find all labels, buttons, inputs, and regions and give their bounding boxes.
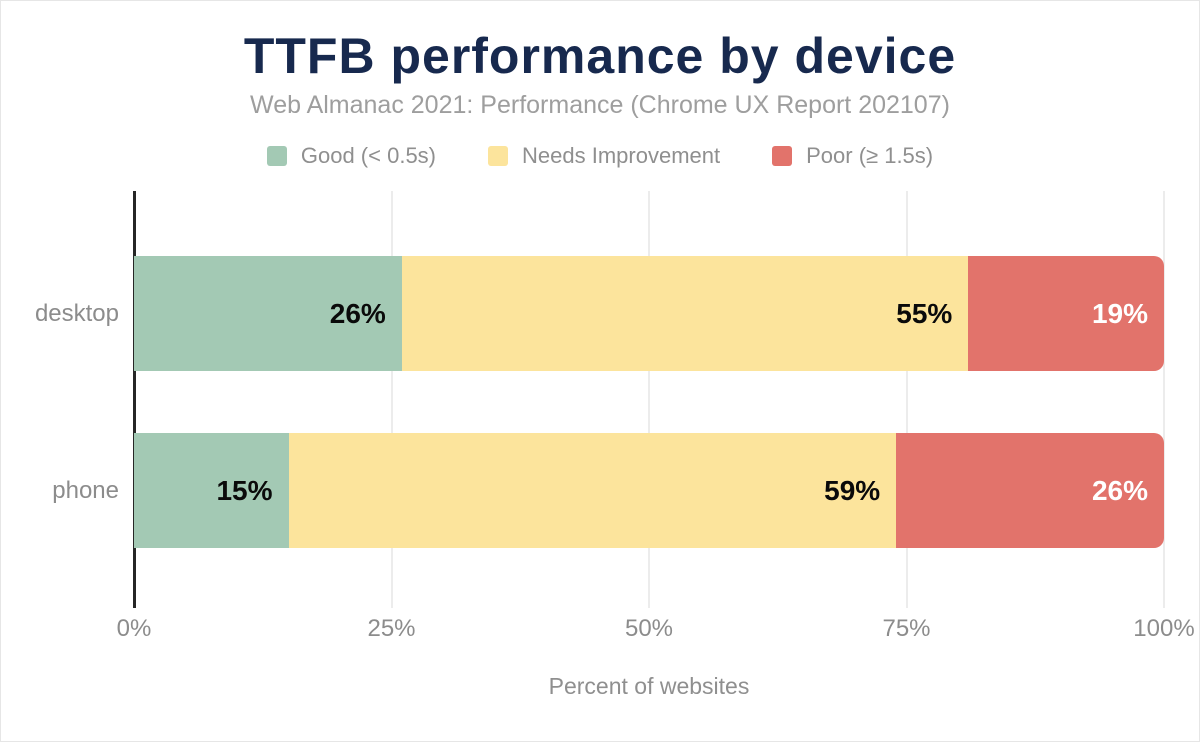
bar-value-label: 59% — [824, 474, 881, 506]
bar-desktop: 26% 55% 19% — [134, 256, 1164, 371]
bar-segment-desktop-1: 55% — [401, 256, 969, 371]
y-axis-line — [133, 191, 136, 608]
legend-swatch-needs-improvement — [488, 146, 509, 166]
x-tick-25pct: 25% — [367, 615, 416, 642]
legend: Good (< 0.5s) Needs Improvement Poor (≥ … — [1, 143, 1199, 169]
x-tick-0pct: 0% — [116, 615, 152, 642]
gridline-100 — [1163, 191, 1165, 608]
plot-area: 26% 55% 19% 15% 59% 26% — [133, 191, 1165, 608]
bar-phone: 15% 59% 26% — [134, 433, 1164, 548]
chart-subtitle: Web Almanac 2021: Performance (Chrome UX… — [250, 91, 950, 119]
legend-label-needs-improvement: Needs Improvement — [522, 143, 721, 168]
legend-item-poor: Poor (≥ 1.5s) — [772, 143, 933, 169]
category-label-desktop: desktop — [34, 299, 119, 327]
bar-value-label: 55% — [896, 297, 953, 329]
bar-segment-phone-0: 15% — [134, 433, 289, 548]
bar-segment-desktop-2: 19% — [968, 256, 1164, 371]
legend-swatch-poor — [772, 146, 793, 166]
bar-value-label: 15% — [216, 474, 273, 506]
x-tick-75pct: 75% — [882, 615, 931, 642]
legend-label-poor: Poor (≥ 1.5s) — [806, 143, 934, 168]
chart-title: TTFB performance by device — [243, 28, 957, 84]
legend-swatch-good — [266, 146, 287, 166]
gridline-50 — [648, 191, 650, 608]
category-label-phone: phone — [52, 476, 119, 504]
legend-item-needs-improvement: Needs Improvement — [488, 143, 720, 169]
x-tick-50pct: 50% — [624, 615, 674, 642]
bar-segment-phone-2: 26% — [896, 433, 1164, 548]
x-axis-title: Percent of websites — [548, 673, 750, 699]
bar-segment-desktop-0: 26% — [134, 256, 402, 371]
legend-item-good: Good (< 0.5s) — [266, 143, 437, 169]
bar-segment-phone-1: 59% — [288, 433, 897, 548]
bar-value-label: 19% — [1091, 297, 1148, 329]
legend-label-good: Good (< 0.5s) — [300, 143, 437, 168]
bar-value-label: 26% — [1091, 474, 1148, 506]
gridline-25 — [390, 191, 393, 608]
gridline-75 — [905, 191, 908, 608]
bar-value-label: 26% — [329, 297, 386, 329]
x-tick-100pct: 100% — [1133, 615, 1195, 642]
